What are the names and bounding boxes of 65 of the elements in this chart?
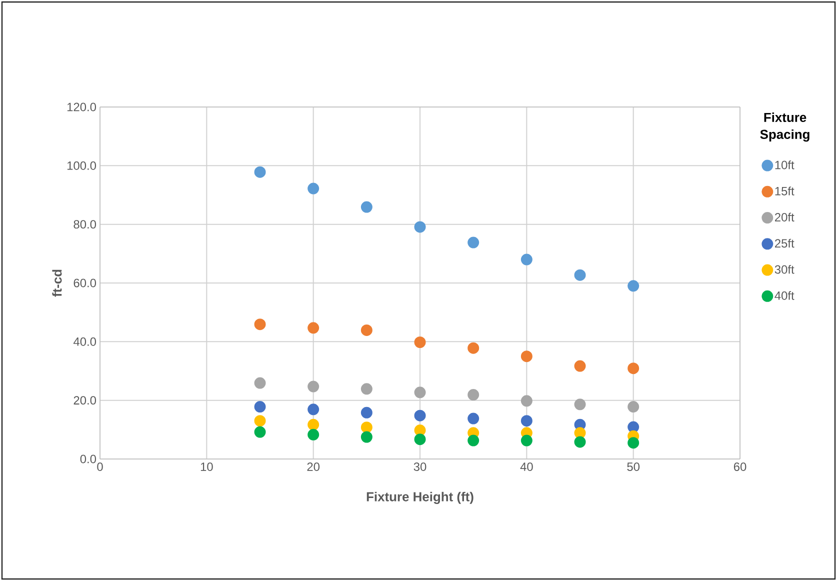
y-tick-label: 40.0 (73, 337, 96, 346)
point (414, 410, 426, 422)
x-axis-title: Fixture Height (ft) (366, 492, 474, 504)
y-tick-label: 120.0 (67, 102, 96, 112)
legend-label: 15ft (775, 186, 794, 196)
y-tick-label: 60.0 (74, 278, 96, 288)
point (468, 236, 480, 248)
legend-label: 10ft (775, 160, 794, 170)
point (520, 415, 532, 427)
point (414, 221, 426, 233)
point (414, 386, 426, 398)
point (520, 254, 532, 266)
point (254, 426, 266, 438)
point (254, 166, 266, 178)
x-tick-label: 30 (414, 462, 426, 471)
point (360, 201, 372, 213)
y-tick-label: 80.0 (74, 220, 96, 229)
point (520, 434, 532, 446)
point (468, 412, 480, 424)
legend-label: 25ft (774, 238, 794, 248)
point (254, 377, 266, 389)
x-tick-label: 40 (520, 462, 533, 471)
point (360, 422, 372, 434)
point (360, 431, 372, 443)
point (628, 362, 640, 374)
point (360, 324, 372, 336)
point (520, 350, 532, 362)
x-tick-label: 20 (307, 462, 320, 471)
x-tick-label: 50 (627, 462, 640, 471)
point (308, 380, 320, 392)
legend-label: 30ft (774, 264, 794, 274)
point (520, 395, 532, 407)
legend-title: Fixture Spacing (760, 112, 810, 142)
point (254, 401, 266, 413)
point (574, 360, 586, 372)
x-tick-label: 60 (734, 462, 746, 471)
point (360, 406, 372, 418)
point (468, 342, 480, 354)
y-tick-label: 0.0 (80, 454, 96, 464)
point (360, 383, 372, 395)
point (308, 428, 320, 440)
point (414, 336, 426, 348)
point (468, 434, 480, 446)
legend-label: 40ft (774, 291, 794, 300)
point (628, 437, 640, 449)
point (308, 404, 320, 416)
point (468, 389, 480, 401)
point (308, 182, 320, 194)
x-tick-label: 10 (200, 462, 213, 471)
x-tick-label: 0 (97, 462, 103, 471)
point (628, 280, 640, 292)
point (574, 436, 586, 448)
point (308, 322, 320, 334)
y-tick-label: 20.0 (74, 396, 96, 405)
point (574, 398, 586, 410)
point (628, 421, 640, 433)
point (254, 415, 266, 427)
legend-label: 20ft (774, 212, 794, 222)
point (308, 418, 320, 430)
point (414, 434, 426, 446)
point (254, 318, 266, 330)
y-axis-title: ft-cd (52, 270, 62, 297)
point (574, 269, 586, 281)
y-tick-label: 100.0 (67, 161, 96, 170)
point (628, 401, 640, 413)
